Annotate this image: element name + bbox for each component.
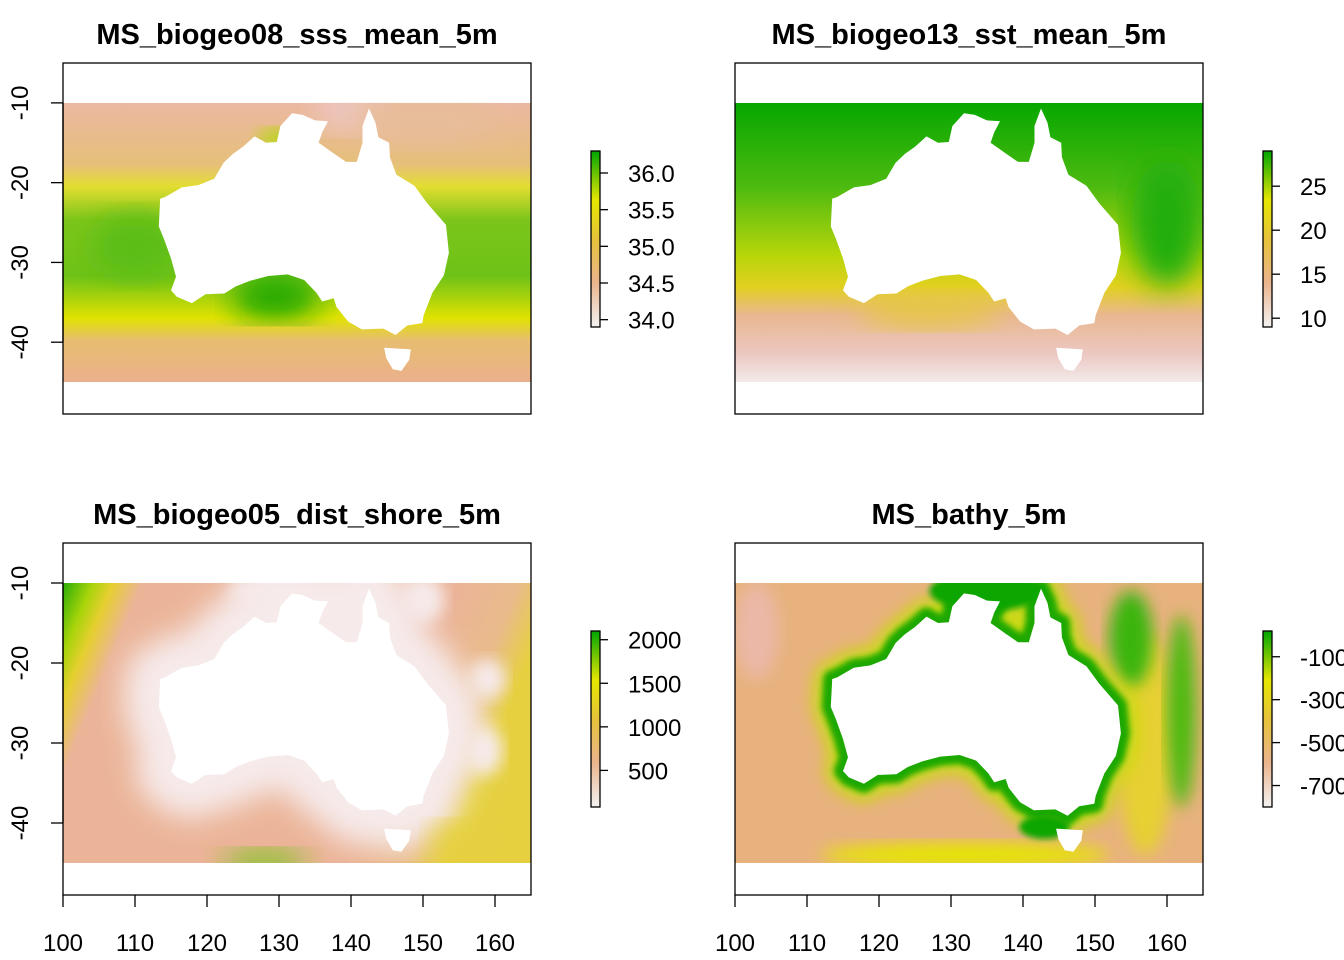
y-tick-label: -20 bbox=[7, 646, 34, 681]
south-far-patch bbox=[221, 851, 308, 863]
x-tick-label: 100 bbox=[715, 930, 755, 957]
tasmania-landmass bbox=[384, 347, 411, 371]
legend: -1000 -3000 -5000 -7000 bbox=[1262, 630, 1344, 808]
y-tick-label: -30 bbox=[7, 726, 34, 761]
australia-landmass bbox=[830, 588, 1121, 816]
x-tick-label: 130 bbox=[259, 930, 299, 957]
legend-label: 34.5 bbox=[628, 271, 675, 298]
bight-warm-patch bbox=[857, 294, 1002, 327]
raster-layer bbox=[63, 583, 531, 863]
legend-label: 34.0 bbox=[628, 308, 675, 335]
legend-label: 1500 bbox=[628, 671, 681, 698]
y-tick-label: -40 bbox=[7, 806, 34, 841]
y-tick-label: -40 bbox=[7, 325, 34, 360]
legend-colorbar bbox=[1262, 630, 1273, 808]
x-tick-label: 110 bbox=[788, 930, 826, 957]
high-salinity-patch bbox=[232, 278, 319, 319]
tasmania-landmass bbox=[1056, 347, 1083, 371]
legend-label: 25 bbox=[1300, 174, 1327, 201]
legend-label: 1000 bbox=[628, 715, 681, 742]
y-tick-label: -20 bbox=[7, 165, 34, 200]
y-tick-label: -30 bbox=[7, 245, 34, 280]
legend-label: 36.0 bbox=[628, 161, 675, 188]
east-warm-current bbox=[1131, 158, 1203, 287]
legend-label: -3000 bbox=[1300, 688, 1344, 715]
x-tick-label: 160 bbox=[475, 930, 515, 957]
legend: 25 20 15 10 bbox=[1262, 150, 1327, 333]
tasman-far-patch bbox=[430, 823, 488, 855]
australia-landmass bbox=[158, 108, 449, 335]
legend-colorbar bbox=[590, 150, 601, 328]
legend-label: 20 bbox=[1300, 218, 1327, 245]
australia-landmass bbox=[158, 588, 449, 816]
raster-layer bbox=[735, 102, 1203, 383]
map-panel: MS_bathy_5m 100 110 120 130 140 150 160 -1000 -30… bbox=[715, 499, 1344, 957]
legend: 2000 1500 1000 500 bbox=[590, 628, 681, 808]
legend-colorbar bbox=[590, 630, 601, 808]
x-tick-label: 160 bbox=[1147, 930, 1187, 957]
legend-label: 35.5 bbox=[628, 198, 675, 225]
map-panel: MS_biogeo08_sss_mean_5m-10-20-30-4036.03… bbox=[7, 19, 675, 415]
panel-title: MS_biogeo08_sss_mean_5m bbox=[96, 19, 497, 51]
tasmania-landmass bbox=[384, 828, 411, 852]
timor-near-patch bbox=[228, 583, 301, 607]
raster-layer bbox=[735, 583, 1203, 863]
x-tick-label: 140 bbox=[1003, 930, 1043, 957]
panel-title: MS_biogeo13_sst_mean_5m bbox=[772, 19, 1167, 51]
x-tick-label: 100 bbox=[43, 930, 83, 957]
legend: 36.0 35.5 35.0 34.5 34.0 bbox=[590, 150, 675, 335]
legend-label: -7000 bbox=[1300, 774, 1344, 801]
island-near-patch bbox=[469, 659, 506, 699]
plateau-patch bbox=[1109, 591, 1153, 687]
ridge-shallow-patch bbox=[1167, 615, 1196, 807]
y-tick-label: -10 bbox=[7, 566, 34, 601]
x-tick-label: 120 bbox=[859, 930, 899, 957]
raster-layer bbox=[63, 102, 531, 383]
x-tick-label: 150 bbox=[1075, 930, 1115, 957]
deep-basin-patch bbox=[735, 583, 779, 679]
australia-landmass bbox=[830, 108, 1121, 335]
legend-label: 2000 bbox=[628, 628, 681, 655]
y-tick-label: -10 bbox=[7, 86, 34, 121]
west-salinity-patch bbox=[91, 214, 179, 279]
southern-rise-patch bbox=[821, 843, 1110, 863]
legend-label: 10 bbox=[1300, 306, 1327, 333]
x-tick-label: 130 bbox=[931, 930, 971, 957]
x-tick-label: 120 bbox=[187, 930, 227, 957]
x-tick-label: 140 bbox=[331, 930, 371, 957]
legend-label: 15 bbox=[1300, 262, 1327, 289]
panel-title: MS_bathy_5m bbox=[871, 499, 1066, 531]
plot-frame bbox=[734, 542, 1204, 896]
tasmania-landmass bbox=[1056, 828, 1083, 852]
coral-sea-patch bbox=[351, 102, 495, 143]
island-near-patch bbox=[401, 583, 445, 623]
x-tick-label: 150 bbox=[403, 930, 443, 957]
legend-label: 500 bbox=[628, 758, 668, 785]
legend-label: 35.0 bbox=[628, 234, 675, 261]
legend-colorbar bbox=[1262, 150, 1273, 328]
island-near-patch bbox=[466, 727, 503, 775]
map-panel: MS_biogeo13_sst_mean_5m 25 20 15 10 bbox=[734, 19, 1327, 415]
legend-label: -5000 bbox=[1300, 731, 1344, 758]
plot-frame bbox=[734, 62, 1204, 415]
legend-label: -1000 bbox=[1300, 645, 1344, 672]
map-panel: MS_biogeo05_dist_shore_5m -10 -20 -30 -40 100… bbox=[7, 499, 681, 957]
panel-title: MS_biogeo05_dist_shore_5m bbox=[93, 499, 501, 531]
x-tick-label: 110 bbox=[116, 930, 154, 957]
